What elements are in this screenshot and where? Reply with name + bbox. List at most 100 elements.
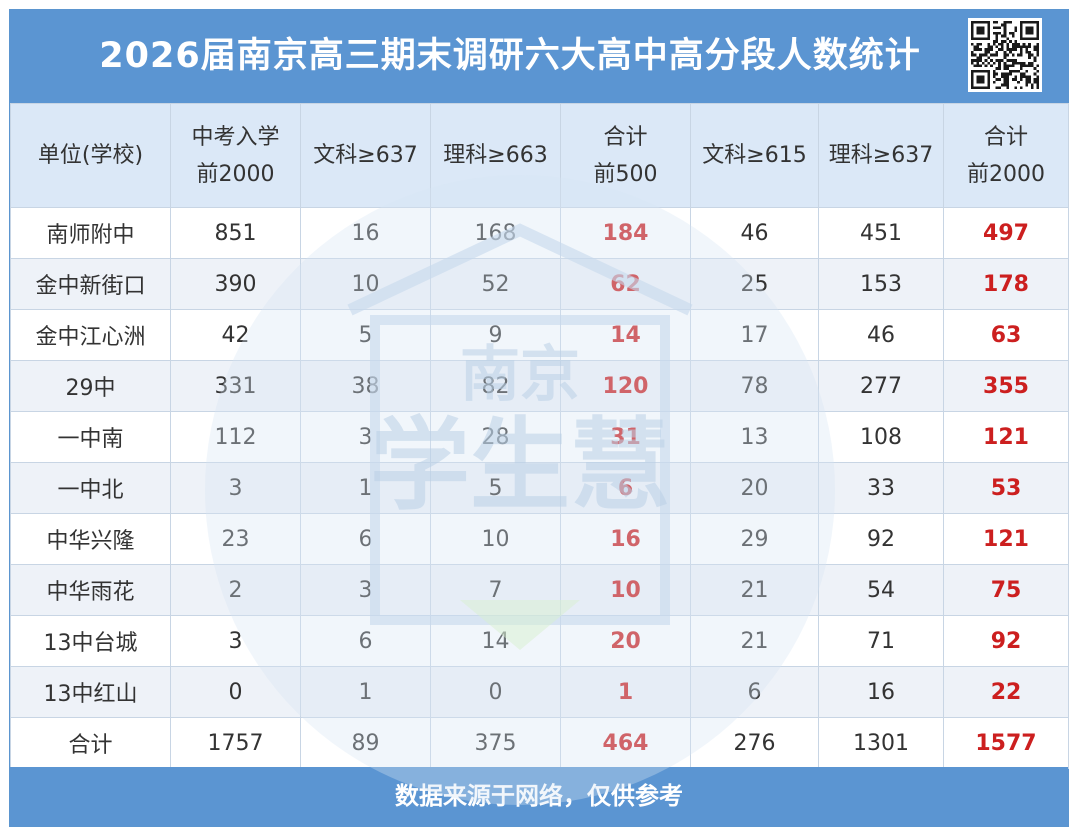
header-cell: 单位(学校) bbox=[10, 103, 171, 208]
value-cell: 120 bbox=[560, 360, 691, 412]
school-cell: 一中北 bbox=[10, 462, 171, 514]
table-row: 中华兴隆 23 6 10 16 29 92 121 bbox=[10, 513, 1069, 565]
footer-note: 数据来源于网络，仅供参考 bbox=[10, 767, 1068, 826]
value-cell: 29 bbox=[690, 513, 819, 565]
value-cell: 16 bbox=[560, 513, 691, 565]
table-row: 一中南 112 3 28 31 13 108 121 bbox=[10, 411, 1069, 463]
value-cell: 46 bbox=[690, 207, 819, 259]
value-cell: 46 bbox=[818, 309, 944, 361]
value-cell: 1 bbox=[560, 666, 691, 718]
header-cell: 文科≥637 bbox=[300, 103, 431, 208]
value-cell: 1 bbox=[300, 666, 431, 718]
header-cell: 合计 前2000 bbox=[943, 103, 1069, 208]
header-cell: 理科≥663 bbox=[430, 103, 561, 208]
value-cell: 9 bbox=[430, 309, 561, 361]
header-line: 理科≥637 bbox=[828, 143, 934, 168]
value-cell: 5 bbox=[430, 462, 561, 514]
value-cell: 20 bbox=[560, 615, 691, 667]
school-cell: 13中台城 bbox=[10, 615, 171, 667]
page-title: 2026届南京高三期末调研六大高中高分段人数统计 bbox=[99, 36, 921, 76]
table-row: 金中江心洲 42 5 9 14 17 46 63 bbox=[10, 309, 1069, 361]
value-cell: 375 bbox=[430, 717, 561, 769]
table-header-row: 单位(学校) 中考入学 前2000 文科≥637 理科≥663 合计 前500 文科≥615 理… bbox=[10, 103, 1069, 208]
table-row: 一中北 3 1 5 6 20 33 53 bbox=[10, 462, 1069, 514]
qr-code-icon[interactable] bbox=[968, 18, 1042, 92]
value-cell: 6 bbox=[300, 615, 431, 667]
value-cell: 31 bbox=[560, 411, 691, 463]
value-cell: 92 bbox=[818, 513, 944, 565]
stats-table: 单位(学校) 中考入学 前2000 文科≥637 理科≥663 合计 前500 文科≥615 理… bbox=[10, 103, 1069, 769]
value-cell: 121 bbox=[943, 411, 1069, 463]
value-cell: 22 bbox=[943, 666, 1069, 718]
value-cell: 0 bbox=[170, 666, 301, 718]
value-cell: 6 bbox=[560, 462, 691, 514]
stats-card: 2026届南京高三期末调研六大高中高分段人数统计 单位(学校) 中考入学 前2000… bbox=[9, 9, 1069, 827]
header-line: 文科≥615 bbox=[702, 143, 807, 168]
value-cell: 331 bbox=[170, 360, 301, 412]
school-cell: 中华兴隆 bbox=[10, 513, 171, 565]
value-cell: 184 bbox=[560, 207, 691, 259]
value-cell: 42 bbox=[170, 309, 301, 361]
header-line: 前2000 bbox=[196, 161, 275, 187]
header-cell: 合计前500 bbox=[560, 103, 691, 208]
value-cell: 5 bbox=[300, 309, 431, 361]
school-cell: 中华雨花 bbox=[10, 564, 171, 616]
value-cell: 3 bbox=[170, 615, 301, 667]
school-cell: 13中红山 bbox=[10, 666, 171, 718]
value-cell: 1301 bbox=[818, 717, 944, 769]
value-cell: 13 bbox=[690, 411, 819, 463]
value-cell: 52 bbox=[430, 258, 561, 310]
value-cell: 6 bbox=[690, 666, 819, 718]
table-row: 合计 1757 89 375 464 276 1301 1577 bbox=[10, 717, 1069, 769]
school-cell: 一中南 bbox=[10, 411, 171, 463]
value-cell: 1 bbox=[300, 462, 431, 514]
header-cell: 中考入学 前2000 bbox=[170, 103, 301, 208]
value-cell: 78 bbox=[690, 360, 819, 412]
value-cell: 7 bbox=[430, 564, 561, 616]
value-cell: 62 bbox=[560, 258, 691, 310]
value-cell: 355 bbox=[943, 360, 1069, 412]
table-row: 中华雨花 2 3 7 10 21 54 75 bbox=[10, 564, 1069, 616]
header-line: 文科≥637 bbox=[313, 143, 418, 168]
value-cell: 121 bbox=[943, 513, 1069, 565]
value-cell: 3 bbox=[300, 564, 431, 616]
value-cell: 3 bbox=[170, 462, 301, 514]
value-cell: 10 bbox=[430, 513, 561, 565]
header-line: 合计 bbox=[603, 124, 648, 150]
value-cell: 89 bbox=[300, 717, 431, 769]
header-cell: 理科≥637 bbox=[818, 103, 944, 208]
header-line: 合计 bbox=[983, 124, 1028, 150]
value-cell: 21 bbox=[690, 564, 819, 616]
header-cell: 文科≥615 bbox=[690, 103, 819, 208]
value-cell: 33 bbox=[818, 462, 944, 514]
table-row: 南师附中 851 16 168 184 46 451 497 bbox=[10, 207, 1069, 259]
value-cell: 277 bbox=[818, 360, 944, 412]
value-cell: 16 bbox=[300, 207, 431, 259]
table-row: 13中台城 3 6 14 20 21 71 92 bbox=[10, 615, 1069, 667]
value-cell: 178 bbox=[943, 258, 1069, 310]
school-cell: 金中新街口 bbox=[10, 258, 171, 310]
value-cell: 75 bbox=[943, 564, 1069, 616]
value-cell: 0 bbox=[430, 666, 561, 718]
school-cell: 南师附中 bbox=[10, 207, 171, 259]
value-cell: 63 bbox=[943, 309, 1069, 361]
school-cell: 金中江心洲 bbox=[10, 309, 171, 361]
value-cell: 10 bbox=[300, 258, 431, 310]
value-cell: 153 bbox=[818, 258, 944, 310]
table-row: 29中 331 38 82 120 78 277 355 bbox=[10, 360, 1069, 412]
value-cell: 38 bbox=[300, 360, 431, 412]
value-cell: 6 bbox=[300, 513, 431, 565]
table-row: 13中红山 0 1 0 1 6 16 22 bbox=[10, 666, 1069, 718]
value-cell: 23 bbox=[170, 513, 301, 565]
header-line: 前500 bbox=[593, 161, 658, 187]
value-cell: 54 bbox=[818, 564, 944, 616]
value-cell: 464 bbox=[560, 717, 691, 769]
value-cell: 1757 bbox=[170, 717, 301, 769]
value-cell: 3 bbox=[300, 411, 431, 463]
value-cell: 14 bbox=[430, 615, 561, 667]
value-cell: 108 bbox=[818, 411, 944, 463]
table-row: 金中新街口 390 10 52 62 25 153 178 bbox=[10, 258, 1069, 310]
value-cell: 10 bbox=[560, 564, 691, 616]
value-cell: 92 bbox=[943, 615, 1069, 667]
value-cell: 112 bbox=[170, 411, 301, 463]
